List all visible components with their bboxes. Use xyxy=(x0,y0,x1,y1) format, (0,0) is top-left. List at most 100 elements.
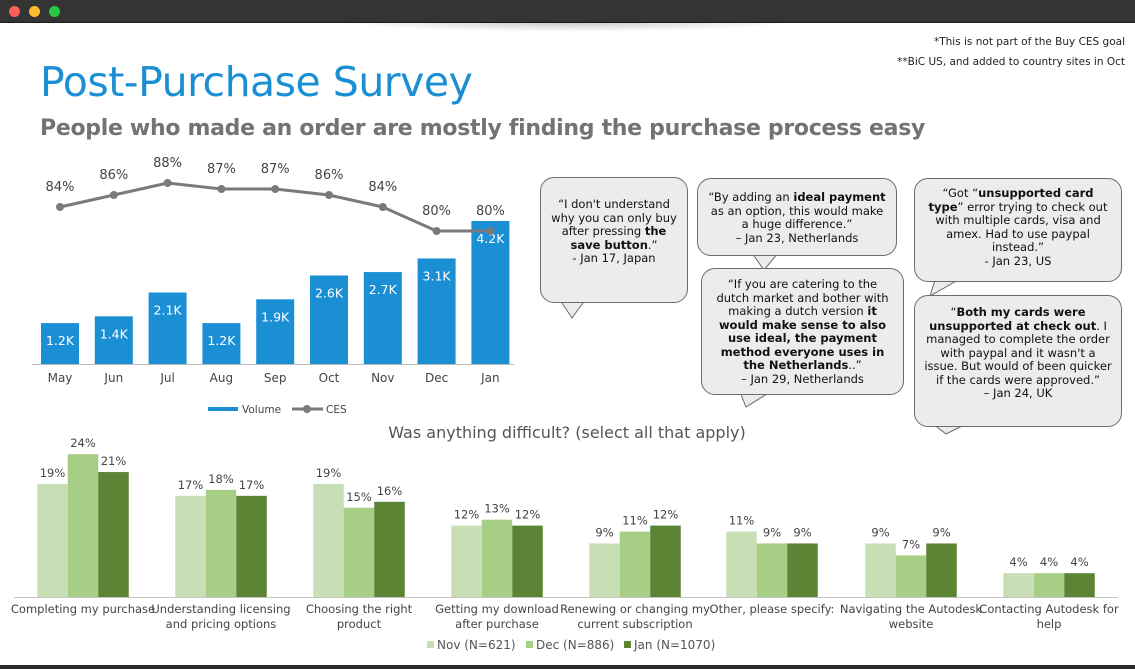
month-tick-label: Oct xyxy=(319,371,340,385)
slide-shadow xyxy=(340,22,795,32)
ces-point xyxy=(378,203,387,211)
difficulty-bar-label: 12% xyxy=(454,508,480,522)
difficulty-bar-label: 4% xyxy=(1009,555,1027,569)
volume-bar xyxy=(310,275,348,364)
ces-data-label: 87% xyxy=(261,162,290,177)
quote-5-text: “Both my cards were unsupported at check… xyxy=(924,305,1112,387)
difficulty-bar-label: 9% xyxy=(595,525,613,539)
volume-bar-label: 2.6K xyxy=(315,285,344,300)
volume-bar-label: 1.4K xyxy=(100,326,129,341)
legend-swatch-2 xyxy=(624,641,631,648)
legend-volume-label: Volume xyxy=(242,404,281,416)
footnote-buy-ces: *This is not part of the Buy CES goal xyxy=(933,36,1125,48)
quote-5-author: – Jan 24, UK xyxy=(983,386,1053,400)
difficulty-category-label: Completing my purchase xyxy=(11,602,155,616)
quote-2-text: “By adding an ideal payment as an option… xyxy=(708,190,886,231)
page-subtitle: People who made an order are mostly find… xyxy=(40,116,926,141)
ces-point xyxy=(325,191,333,199)
quote-bubble-4: “Got “unsupported card type” error tryin… xyxy=(914,178,1122,282)
quote-4-author: - Jan 23, US xyxy=(984,253,1052,268)
difficulty-category-label: Renewing or changing my current subscript… xyxy=(560,602,710,631)
difficulty-category-label: Other, please specify: xyxy=(710,602,835,616)
ces-point xyxy=(486,227,495,235)
difficulty-bar xyxy=(481,519,513,597)
difficulty-bar-label: 9% xyxy=(793,525,811,539)
close-window-button[interactable] xyxy=(9,6,20,17)
quote-2-author: – Jan 23, Netherlands xyxy=(735,230,859,245)
difficulty-bar-label: 4% xyxy=(1070,555,1088,569)
difficulty-bar xyxy=(67,454,99,597)
ces-data-label: 86% xyxy=(99,168,128,183)
difficulty-bar-label: 24% xyxy=(70,436,96,450)
difficulty-bar xyxy=(313,483,344,597)
footnote-bic-us: **BiC US, and added to country sites in … xyxy=(897,56,1125,68)
volume-bar-label: 1.2K xyxy=(46,333,75,348)
difficulty-bar xyxy=(343,507,375,597)
difficulty-bar xyxy=(205,489,237,597)
month-tick-label: May xyxy=(48,371,73,385)
difficulty-bar-label: 9% xyxy=(932,525,950,539)
difficulty-bar xyxy=(726,531,757,597)
ces-data-label: 86% xyxy=(315,168,344,183)
ces-data-label: 88% xyxy=(153,156,182,171)
quote-3-author: – Jan 29, Netherlands xyxy=(741,371,864,386)
minimize-window-button[interactable] xyxy=(29,6,40,17)
difficulty-bar-label: 15% xyxy=(346,490,372,504)
difficulty-bar xyxy=(926,543,957,597)
difficulty-bar-label: 9% xyxy=(763,525,781,539)
quote-3-text: “If you are catering to the dutch market… xyxy=(716,277,889,372)
ces-point xyxy=(109,191,118,199)
difficulty-bar-label: 9% xyxy=(871,525,889,539)
difficulty-bar xyxy=(895,555,927,597)
difficulty-bar xyxy=(1003,573,1034,597)
ces-point xyxy=(217,185,226,193)
difficulty-bar-label: 7% xyxy=(902,537,920,551)
difficulty-bar-label: 12% xyxy=(515,508,541,522)
difficulty-category-label: Understanding licensing and pricing optio… xyxy=(151,602,290,631)
difficulty-bar-label: 19% xyxy=(40,466,66,480)
volume-bar xyxy=(417,258,456,364)
chart-title: Was anything difficult? (select all that… xyxy=(388,423,745,442)
legend-swatch-0 xyxy=(427,641,434,648)
volume-bar xyxy=(94,316,133,364)
difficulty-category-label: Navigating the Autodesk website xyxy=(840,602,983,631)
difficulty-bar-label: 17% xyxy=(178,478,204,492)
difficulty-bar xyxy=(1064,573,1095,597)
quote-bubble-4-tail xyxy=(929,279,960,298)
legend-ces-marker xyxy=(303,405,311,413)
difficulty-bar-label: 11% xyxy=(622,514,648,528)
ces-data-label: 84% xyxy=(368,180,397,195)
difficulty-bar-label: 19% xyxy=(316,466,342,480)
volume-bar-label: 1.2K xyxy=(207,333,236,348)
quote-1-text: “I don't understand why you can only buy… xyxy=(551,197,677,252)
ces-data-label: 84% xyxy=(46,180,75,195)
difficulty-bar xyxy=(451,525,482,597)
volume-bar xyxy=(471,221,510,364)
ces-data-label: 80% xyxy=(476,204,505,219)
ces-point xyxy=(56,203,64,211)
legend-label-1: Dec (N=886) xyxy=(536,638,614,652)
volume-bar-label: 2.1K xyxy=(154,303,183,318)
quote-bubble-2: “By adding an ideal payment as an option… xyxy=(697,178,897,256)
zoom-window-button[interactable] xyxy=(49,6,60,17)
difficulty-bar-label: 16% xyxy=(377,484,403,498)
quote-bubble-3: “If you are catering to the dutch market… xyxy=(701,268,904,395)
window-bottom-edge xyxy=(0,665,1135,669)
month-tick-label: Nov xyxy=(371,371,394,385)
volume-bar xyxy=(256,299,295,364)
volume-bar-label: 1.9K xyxy=(261,309,290,324)
volume-bar xyxy=(202,323,241,364)
quote-bubble-5: “Both my cards were unsupported at check… xyxy=(914,295,1122,427)
volume-bar xyxy=(363,272,402,364)
difficulty-bar-label: 21% xyxy=(101,454,127,468)
difficulty-bar xyxy=(865,543,896,597)
difficulty-bar-label: 13% xyxy=(484,502,510,516)
difficulty-bar xyxy=(37,483,68,597)
difficulty-category-label: Contacting Autodesk for help xyxy=(979,602,1119,631)
month-tick-label: Sep xyxy=(264,371,287,385)
difficulty-bar xyxy=(650,525,681,597)
quote-1-author: - Jan 17, Japan xyxy=(572,251,656,265)
difficulty-bar xyxy=(374,501,405,597)
ces-point xyxy=(271,185,280,193)
